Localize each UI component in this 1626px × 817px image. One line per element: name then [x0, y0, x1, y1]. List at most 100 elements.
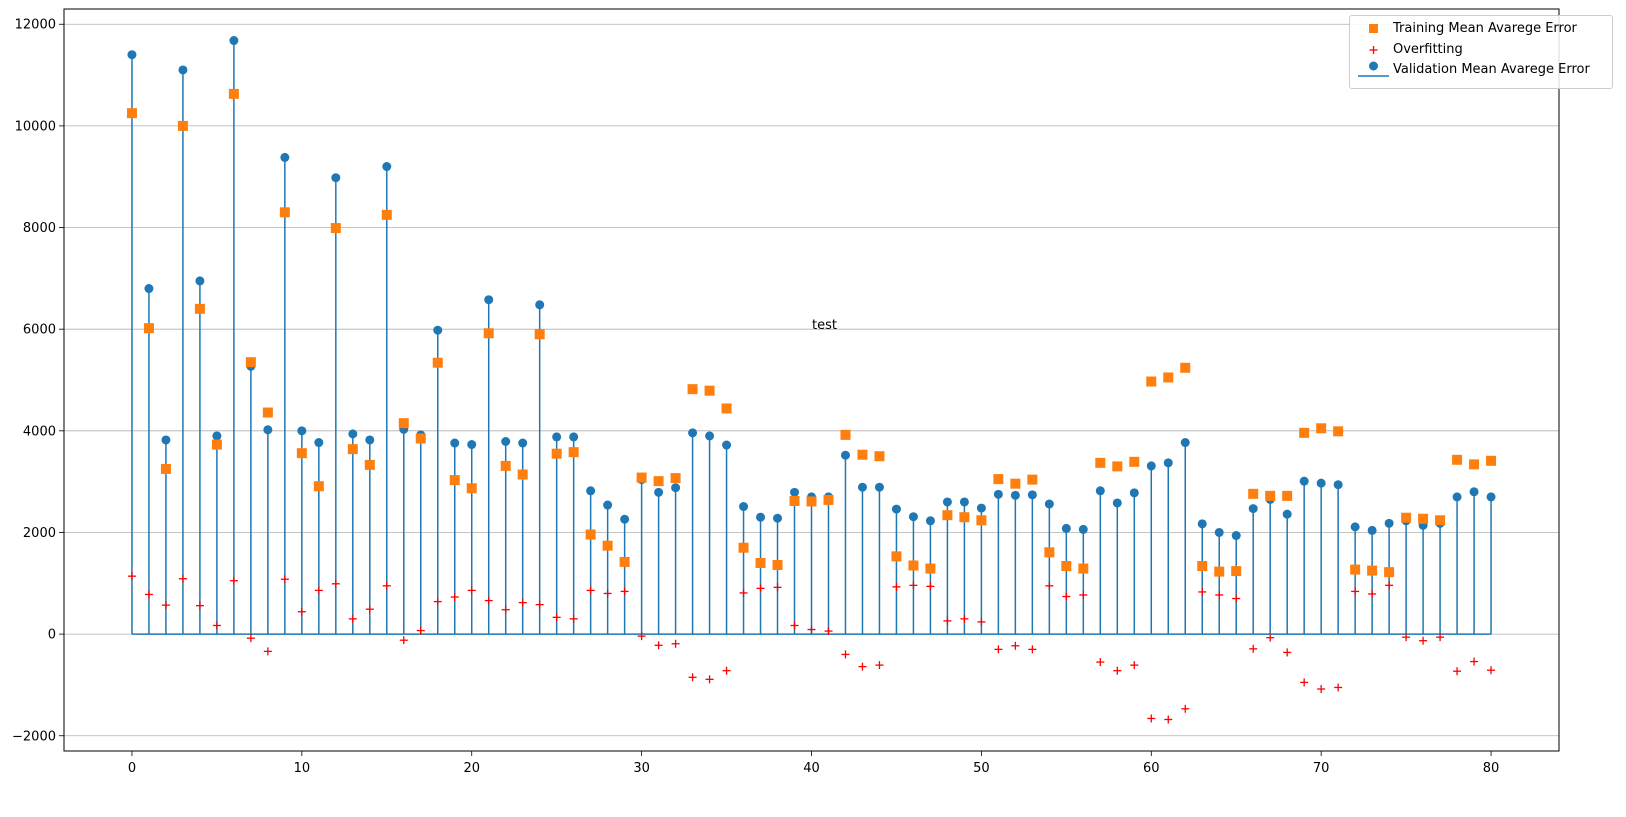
- validation-point: [178, 65, 188, 75]
- training-point: [1180, 362, 1191, 373]
- overfitting-point: [756, 584, 765, 593]
- overfitting-point: [518, 598, 527, 607]
- overfitting-point: [484, 596, 493, 605]
- overfitting-point: [161, 601, 170, 610]
- training-point: [585, 529, 596, 540]
- training-point: [432, 357, 443, 368]
- validation-point: [620, 514, 630, 524]
- y-tick-label: 6000: [23, 323, 56, 338]
- overfitting-point: [178, 574, 187, 583]
- x-tick-label: 40: [803, 761, 820, 776]
- overfitting-point: [1419, 636, 1428, 645]
- training-point: [993, 474, 1004, 485]
- training-point: [1435, 515, 1446, 526]
- validation-point: [144, 284, 154, 294]
- overfitting-point: [1300, 678, 1309, 687]
- training-point: [364, 459, 375, 470]
- overfitting-point: [399, 636, 408, 645]
- overfitting-point: [1402, 633, 1411, 642]
- x-tick-label: 80: [1483, 761, 1500, 776]
- training-point: [721, 403, 732, 414]
- training-point: [1095, 457, 1106, 468]
- training-point: [1129, 456, 1140, 467]
- training-point: [1197, 561, 1208, 572]
- overfitting-point: [1079, 590, 1088, 599]
- y-tick-label: 8000: [23, 221, 56, 236]
- validation-point: [195, 276, 205, 286]
- axes: 0 10 20 30 40 50 60 70 80 −2000 0 2000 4000 6000 8000 1…: [12, 8, 1560, 776]
- validation-point: [891, 504, 901, 514]
- overfitting-point: [620, 587, 629, 596]
- validation-point: [1112, 498, 1122, 508]
- training-point: [551, 448, 562, 459]
- x-tick-label: 0: [128, 761, 136, 776]
- training-point: [857, 449, 868, 460]
- validation-point: [756, 512, 766, 522]
- training-point: [806, 496, 817, 507]
- validation-point: [331, 173, 341, 183]
- square-marker-icon: [1369, 24, 1378, 33]
- training-point: [942, 510, 953, 521]
- x-tick-label: 50: [973, 761, 990, 776]
- training-point: [1299, 427, 1310, 438]
- overfitting-point: [1164, 715, 1173, 724]
- overfitting-point: [280, 575, 289, 584]
- validation-point: [127, 50, 137, 60]
- validation-point: [739, 502, 749, 512]
- training-point: [1214, 566, 1225, 577]
- overfitting-point: [909, 581, 918, 590]
- x-tick-label: 70: [1313, 761, 1330, 776]
- validation-point: [484, 295, 494, 305]
- validation-point: [161, 435, 171, 445]
- overfitting-point: [382, 581, 391, 590]
- overfitting-point: [1113, 666, 1122, 675]
- training-point: [1231, 566, 1242, 577]
- validation-point: [1146, 461, 1156, 471]
- validation-point: [1163, 458, 1173, 468]
- training-point: [874, 451, 885, 462]
- training-point: [177, 120, 188, 131]
- overfitting-point: [433, 597, 442, 606]
- y-tick-label: 10000: [15, 119, 56, 134]
- overfitting-point: [994, 645, 1003, 654]
- overfitting-point: [348, 614, 357, 623]
- y-tick-label: 0: [48, 628, 56, 643]
- validation-point: [297, 426, 307, 436]
- training-point: [1112, 461, 1123, 472]
- validation-point: [1027, 490, 1037, 500]
- training-point: [1316, 423, 1327, 434]
- legend-entry-training: Training Mean Avarege Error: [1350, 19, 1612, 39]
- training-point: [1418, 513, 1429, 524]
- overfitting-point: [1045, 581, 1054, 590]
- stem-marker-icon: [1358, 61, 1389, 77]
- validation-point: [365, 435, 375, 445]
- training-point: [789, 495, 800, 506]
- validation-point: [314, 438, 324, 448]
- overfitting-point: [1351, 587, 1360, 596]
- validation-point: [1180, 438, 1190, 448]
- training-point: [925, 563, 936, 574]
- training-point: [840, 429, 851, 440]
- chart-annotation: test: [812, 318, 837, 333]
- training-point: [500, 460, 511, 471]
- validation-point: [1095, 486, 1105, 496]
- overfitting-point: [1453, 667, 1462, 676]
- overfitting-point: [416, 626, 425, 635]
- validation-point: [1231, 531, 1241, 541]
- training-point: [483, 328, 494, 339]
- overfitting-point: [1436, 633, 1445, 642]
- validation-point: [1316, 478, 1326, 488]
- validation-point: [1282, 509, 1292, 519]
- training-point: [1452, 454, 1463, 465]
- overfitting-point: [1266, 633, 1275, 642]
- overfitting-point: [1028, 645, 1037, 654]
- training-point: [959, 512, 970, 523]
- training-point: [636, 472, 647, 483]
- validation-point: [552, 432, 562, 442]
- overfitting-point: [977, 617, 986, 626]
- validation-point: [874, 482, 884, 492]
- training-point: [1469, 459, 1480, 470]
- validation-point: [518, 438, 528, 448]
- training-point: [1265, 490, 1276, 501]
